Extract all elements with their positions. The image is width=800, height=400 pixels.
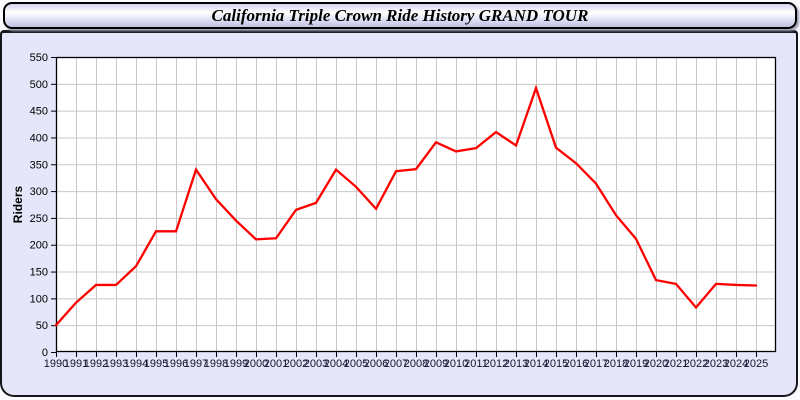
x-tick-label: 1996 <box>164 358 188 370</box>
x-tick-label: 2020 <box>644 358 668 370</box>
x-tick-label: 2009 <box>424 358 448 370</box>
x-tick-label: 2019 <box>624 358 648 370</box>
x-tick-label: 1995 <box>144 358 168 370</box>
x-tick-label: 2023 <box>704 358 728 370</box>
y-tick-label: 500 <box>30 79 48 91</box>
y-tick-label: 300 <box>30 186 48 198</box>
y-axis-title: Riders <box>11 186 25 224</box>
x-tick-label: 2014 <box>524 358 548 370</box>
y-tick-label: 100 <box>30 293 48 305</box>
x-tick-label: 1999 <box>224 358 248 370</box>
x-tick-label: 2015 <box>544 358 568 370</box>
y-tick-label: 200 <box>30 240 48 252</box>
page-title: California Triple Crown Ride History GRA… <box>211 5 589 25</box>
gridlines <box>56 57 776 352</box>
x-tick-label: 2012 <box>484 358 508 370</box>
x-tick-label: 1997 <box>184 358 208 370</box>
y-tick-label: 350 <box>30 159 48 171</box>
x-tick-label: 2004 <box>324 358 348 370</box>
y-tick-label: 450 <box>30 106 48 118</box>
y-tick-label: 550 <box>30 52 48 64</box>
x-tick-label: 2016 <box>564 358 588 370</box>
x-tick-label: 2010 <box>444 358 468 370</box>
x-tick-label: 2002 <box>284 358 308 370</box>
x-tick-label: 2017 <box>584 358 608 370</box>
title-bar: California Triple Crown Ride History GRA… <box>3 2 797 29</box>
y-axis-labels: 0 50 100 150 200 250 300 350 400 450 500 550 <box>30 52 48 359</box>
axis-ticks <box>51 57 757 357</box>
x-tick-label: 2022 <box>684 358 708 370</box>
x-tick-label: 2000 <box>244 358 268 370</box>
y-tick-label: 400 <box>30 132 48 144</box>
x-tick-label: 2013 <box>504 358 528 370</box>
series-line-riders <box>54 84 758 327</box>
y-tick-label: 50 <box>36 320 48 332</box>
x-tick-label: 1992 <box>84 358 108 370</box>
y-tick-label: 150 <box>30 267 48 279</box>
x-tick-label: 1994 <box>124 358 148 370</box>
x-tick-label: 2021 <box>664 358 688 370</box>
x-tick-label: 2008 <box>404 358 428 370</box>
x-tick-label: 1991 <box>64 358 88 370</box>
x-tick-label: 2005 <box>344 358 368 370</box>
x-tick-label: 2003 <box>304 358 328 370</box>
x-tick-label: 1998 <box>204 358 228 370</box>
x-tick-label: 2024 <box>724 358 748 370</box>
x-tick-label: 2011 <box>464 358 488 370</box>
x-axis-labels: 1990199119921993199419951996199719981999… <box>44 358 768 370</box>
x-tick-label: 2007 <box>384 358 408 370</box>
y-tick-label: 0 <box>42 347 48 359</box>
x-tick-label: 2001 <box>264 358 288 370</box>
plot-frame <box>55 56 777 353</box>
x-tick-label: 2006 <box>364 358 388 370</box>
x-tick-label: 1993 <box>104 358 128 370</box>
x-tick-label: 2018 <box>604 358 628 370</box>
x-tick-label: 1990 <box>44 358 68 370</box>
y-tick-label: 250 <box>30 213 48 225</box>
x-tick-label: 2025 <box>744 358 768 370</box>
